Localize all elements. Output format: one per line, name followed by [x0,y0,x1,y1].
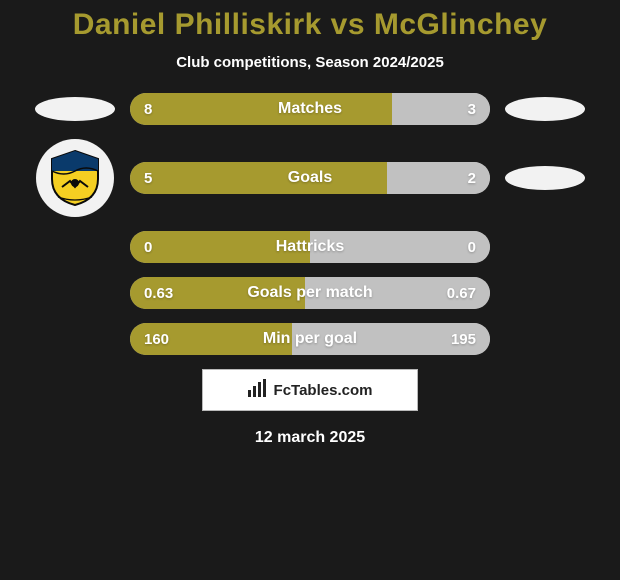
stats-rows: 8 Matches 3 5 Goals 2 0 Hattricks 0 0.63 Goals pe… [0,93,620,355]
chart-icon [248,379,268,402]
stat-row: 160 Min per goal 195 [0,323,620,355]
player-photo-placeholder [505,97,585,121]
stat-value-left: 0 [144,239,152,256]
stat-bar-left-fill [130,93,392,125]
stat-label: Matches [278,100,342,118]
stat-value-left: 0.63 [144,285,173,302]
stat-value-right: 0.67 [447,285,476,302]
player-photo-placeholder [35,97,115,121]
stat-value-left: 160 [144,331,169,348]
stat-bar: 8 Matches 3 [130,93,490,125]
right-badge-slot [500,97,590,121]
stat-bar: 0.63 Goals per match 0.67 [130,277,490,309]
date-label: 12 march 2025 [0,429,620,447]
stat-label: Min per goal [263,330,357,348]
stat-row: 8 Matches 3 [0,93,620,125]
comparison-widget: Daniel Philliskirk vs McGlinchey Club co… [0,0,620,447]
stat-value-right: 3 [468,101,476,118]
stat-row: 0 Hattricks 0 [0,231,620,263]
left-badge-slot [30,139,120,217]
stat-bar: 0 Hattricks 0 [130,231,490,263]
left-badge-slot [30,97,120,121]
stat-label: Hattricks [276,238,344,256]
brand-label: FcTables.com [274,382,373,399]
stat-bar: 5 Goals 2 [130,162,490,194]
stat-row: 0.63 Goals per match 0.67 [0,277,620,309]
stat-value-right: 195 [451,331,476,348]
stat-label: Goals per match [247,284,372,302]
player-photo-placeholder [505,166,585,190]
stat-value-right: 0 [468,239,476,256]
page-title: Daniel Philliskirk vs McGlinchey [0,8,620,42]
stat-value-left: 5 [144,170,152,187]
stat-bar-left-fill [130,162,387,194]
page-subtitle: Club competitions, Season 2024/2025 [0,54,620,71]
stat-label: Goals [288,169,332,187]
stat-row: 5 Goals 2 [0,139,620,217]
stat-value-left: 8 [144,101,152,118]
brand-box[interactable]: FcTables.com [202,369,418,411]
club-crest-icon [36,139,114,217]
right-badge-slot [500,166,590,190]
stat-bar: 160 Min per goal 195 [130,323,490,355]
stat-value-right: 2 [468,170,476,187]
